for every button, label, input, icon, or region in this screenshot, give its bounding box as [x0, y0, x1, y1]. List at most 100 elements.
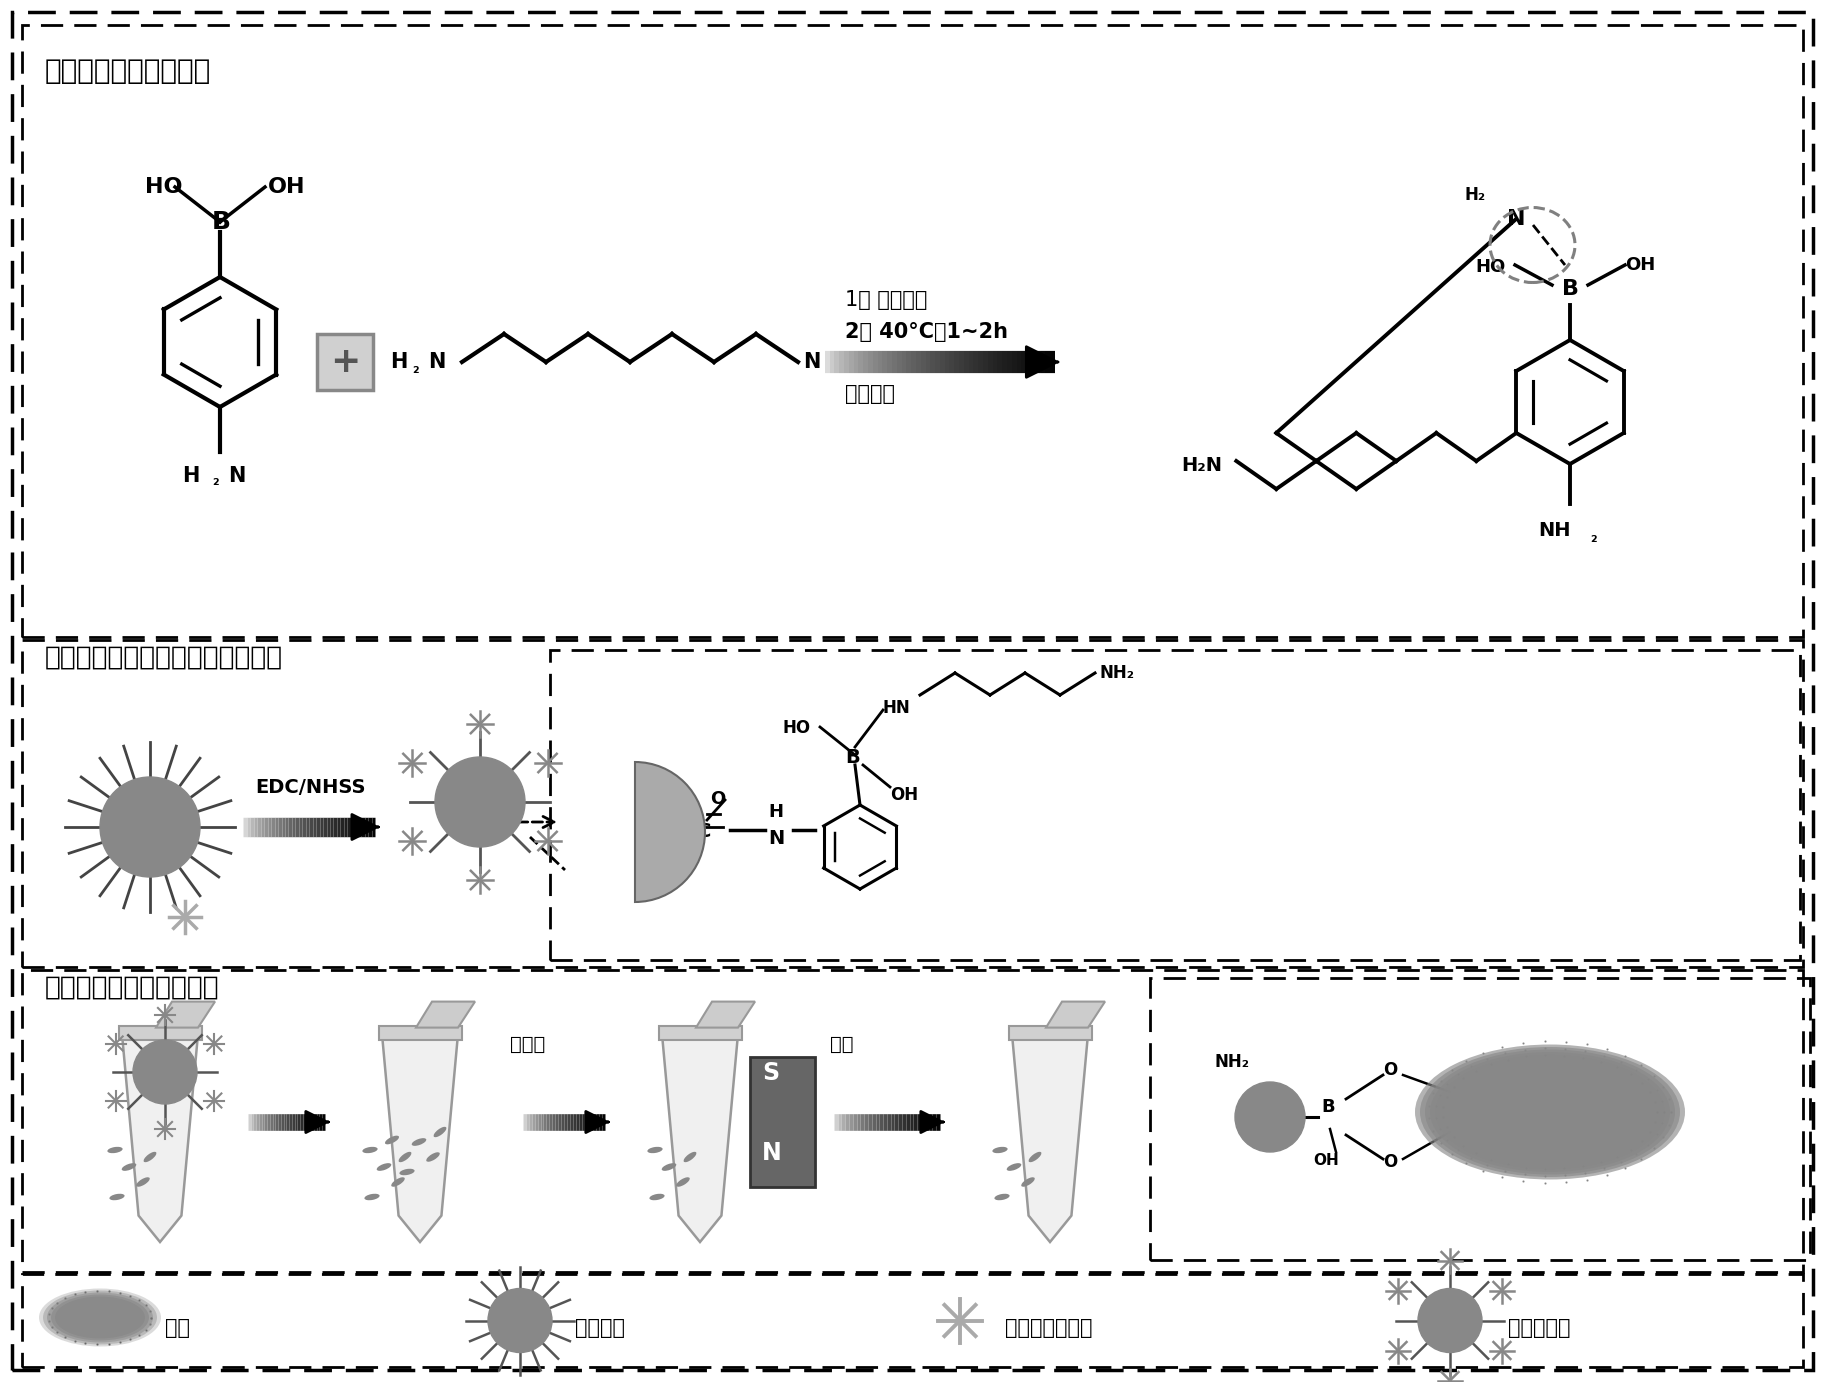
Polygon shape: [155, 1002, 215, 1028]
Ellipse shape: [122, 1164, 137, 1171]
Ellipse shape: [684, 1151, 697, 1162]
Text: NH: NH: [803, 352, 838, 372]
Bar: [1150, 978, 1810, 1260]
Ellipse shape: [363, 1147, 378, 1153]
Text: 纳米磁珠: 纳米磁珠: [575, 1318, 624, 1339]
Text: OH: OH: [268, 177, 305, 198]
Ellipse shape: [1431, 1052, 1670, 1172]
Text: 样本中细菌的磁分离步骤: 样本中细菌的磁分离步骤: [46, 974, 219, 1001]
Ellipse shape: [385, 1136, 400, 1144]
Ellipse shape: [677, 1177, 690, 1187]
Text: B: B: [845, 748, 860, 767]
Ellipse shape: [51, 1295, 150, 1341]
Text: NH₂: NH₂: [1100, 663, 1135, 681]
Text: HO: HO: [144, 177, 183, 198]
Ellipse shape: [38, 1288, 161, 1346]
Text: 磁力搨拌: 磁力搨拌: [845, 384, 894, 404]
Text: H₂N: H₂N: [1181, 456, 1223, 475]
Ellipse shape: [108, 1147, 122, 1153]
Text: N: N: [228, 466, 245, 486]
Ellipse shape: [400, 1169, 414, 1175]
Text: 伍尔夫型苯垈酸的制备: 伍尔夫型苯垈酸的制备: [46, 57, 212, 86]
Bar: [549, 650, 1799, 960]
Polygon shape: [695, 1002, 756, 1028]
Text: OH: OH: [1624, 256, 1655, 274]
Ellipse shape: [1414, 1045, 1684, 1179]
Text: 磁分离: 磁分离: [509, 1035, 546, 1054]
Circle shape: [434, 757, 526, 847]
Ellipse shape: [648, 1147, 662, 1153]
Ellipse shape: [662, 1164, 677, 1171]
Text: ₂: ₂: [1590, 531, 1597, 545]
Ellipse shape: [1425, 1049, 1675, 1175]
Ellipse shape: [434, 1126, 447, 1137]
Ellipse shape: [144, 1151, 157, 1162]
Text: 伍尔夫型苯垈酸功能化磁珠的制备: 伍尔夫型苯垈酸功能化磁珠的制备: [46, 645, 283, 672]
Text: OH: OH: [891, 786, 918, 804]
Ellipse shape: [47, 1292, 153, 1342]
Text: EDC/NHSS: EDC/NHSS: [256, 778, 365, 797]
Polygon shape: [1046, 1002, 1104, 1028]
Ellipse shape: [1445, 1060, 1655, 1165]
Text: O: O: [1383, 1061, 1398, 1079]
Text: 2） 40°C，1~2h: 2） 40°C，1~2h: [845, 322, 1007, 341]
Bar: [659, 1025, 741, 1039]
Wedge shape: [635, 761, 704, 902]
Bar: [22, 640, 1803, 967]
Ellipse shape: [1022, 1177, 1035, 1187]
Polygon shape: [383, 1039, 458, 1242]
Text: 细菌: 细菌: [164, 1318, 190, 1339]
Ellipse shape: [1007, 1164, 1022, 1171]
Bar: [378, 1025, 462, 1039]
Text: 伍尔夫型苯垈酸: 伍尔夫型苯垈酸: [1006, 1318, 1093, 1339]
Ellipse shape: [412, 1139, 427, 1146]
Ellipse shape: [427, 1153, 440, 1162]
Text: N: N: [1507, 209, 1526, 229]
Text: N: N: [768, 829, 785, 849]
Text: 富集: 富集: [830, 1035, 854, 1054]
Ellipse shape: [993, 1147, 1007, 1153]
Bar: [119, 1025, 201, 1039]
Ellipse shape: [44, 1291, 157, 1345]
Circle shape: [487, 1288, 551, 1353]
Text: HN: HN: [883, 699, 911, 717]
Text: NH: NH: [1538, 521, 1571, 540]
Ellipse shape: [365, 1194, 380, 1200]
Text: ₂: ₂: [412, 361, 418, 376]
Text: O: O: [1383, 1153, 1398, 1171]
Bar: [22, 25, 1803, 637]
Ellipse shape: [1440, 1057, 1661, 1166]
Text: N: N: [763, 1142, 781, 1165]
Ellipse shape: [1434, 1054, 1664, 1169]
FancyBboxPatch shape: [318, 334, 372, 390]
Text: OH: OH: [1312, 1153, 1340, 1168]
Text: B: B: [212, 210, 232, 234]
Ellipse shape: [1029, 1151, 1042, 1162]
Ellipse shape: [137, 1177, 150, 1187]
Text: HO: HO: [783, 719, 810, 737]
Text: 功能化磁珠: 功能化磁珠: [1507, 1318, 1571, 1339]
Circle shape: [133, 1041, 197, 1104]
Polygon shape: [1013, 1039, 1088, 1242]
Bar: [22, 1274, 1803, 1367]
Text: C: C: [697, 822, 712, 842]
Text: B: B: [1321, 1099, 1334, 1117]
Text: N: N: [429, 352, 445, 372]
Polygon shape: [662, 1039, 737, 1242]
Ellipse shape: [398, 1151, 411, 1162]
Text: S: S: [763, 1061, 779, 1085]
Polygon shape: [122, 1039, 197, 1242]
Text: H₂: H₂: [1465, 187, 1486, 205]
Bar: [22, 970, 1803, 1271]
Circle shape: [100, 777, 201, 878]
Polygon shape: [416, 1002, 474, 1028]
Text: ₂: ₂: [852, 361, 860, 376]
Text: O: O: [710, 791, 725, 808]
Text: ₂: ₂: [212, 473, 219, 488]
Text: B: B: [1562, 279, 1579, 299]
Text: NH₂: NH₂: [1215, 1053, 1250, 1071]
Ellipse shape: [55, 1296, 144, 1339]
Circle shape: [1418, 1288, 1482, 1353]
Text: 1） 四氢呵嗅: 1） 四氢呵嗅: [845, 290, 927, 310]
Bar: [1009, 1025, 1091, 1039]
